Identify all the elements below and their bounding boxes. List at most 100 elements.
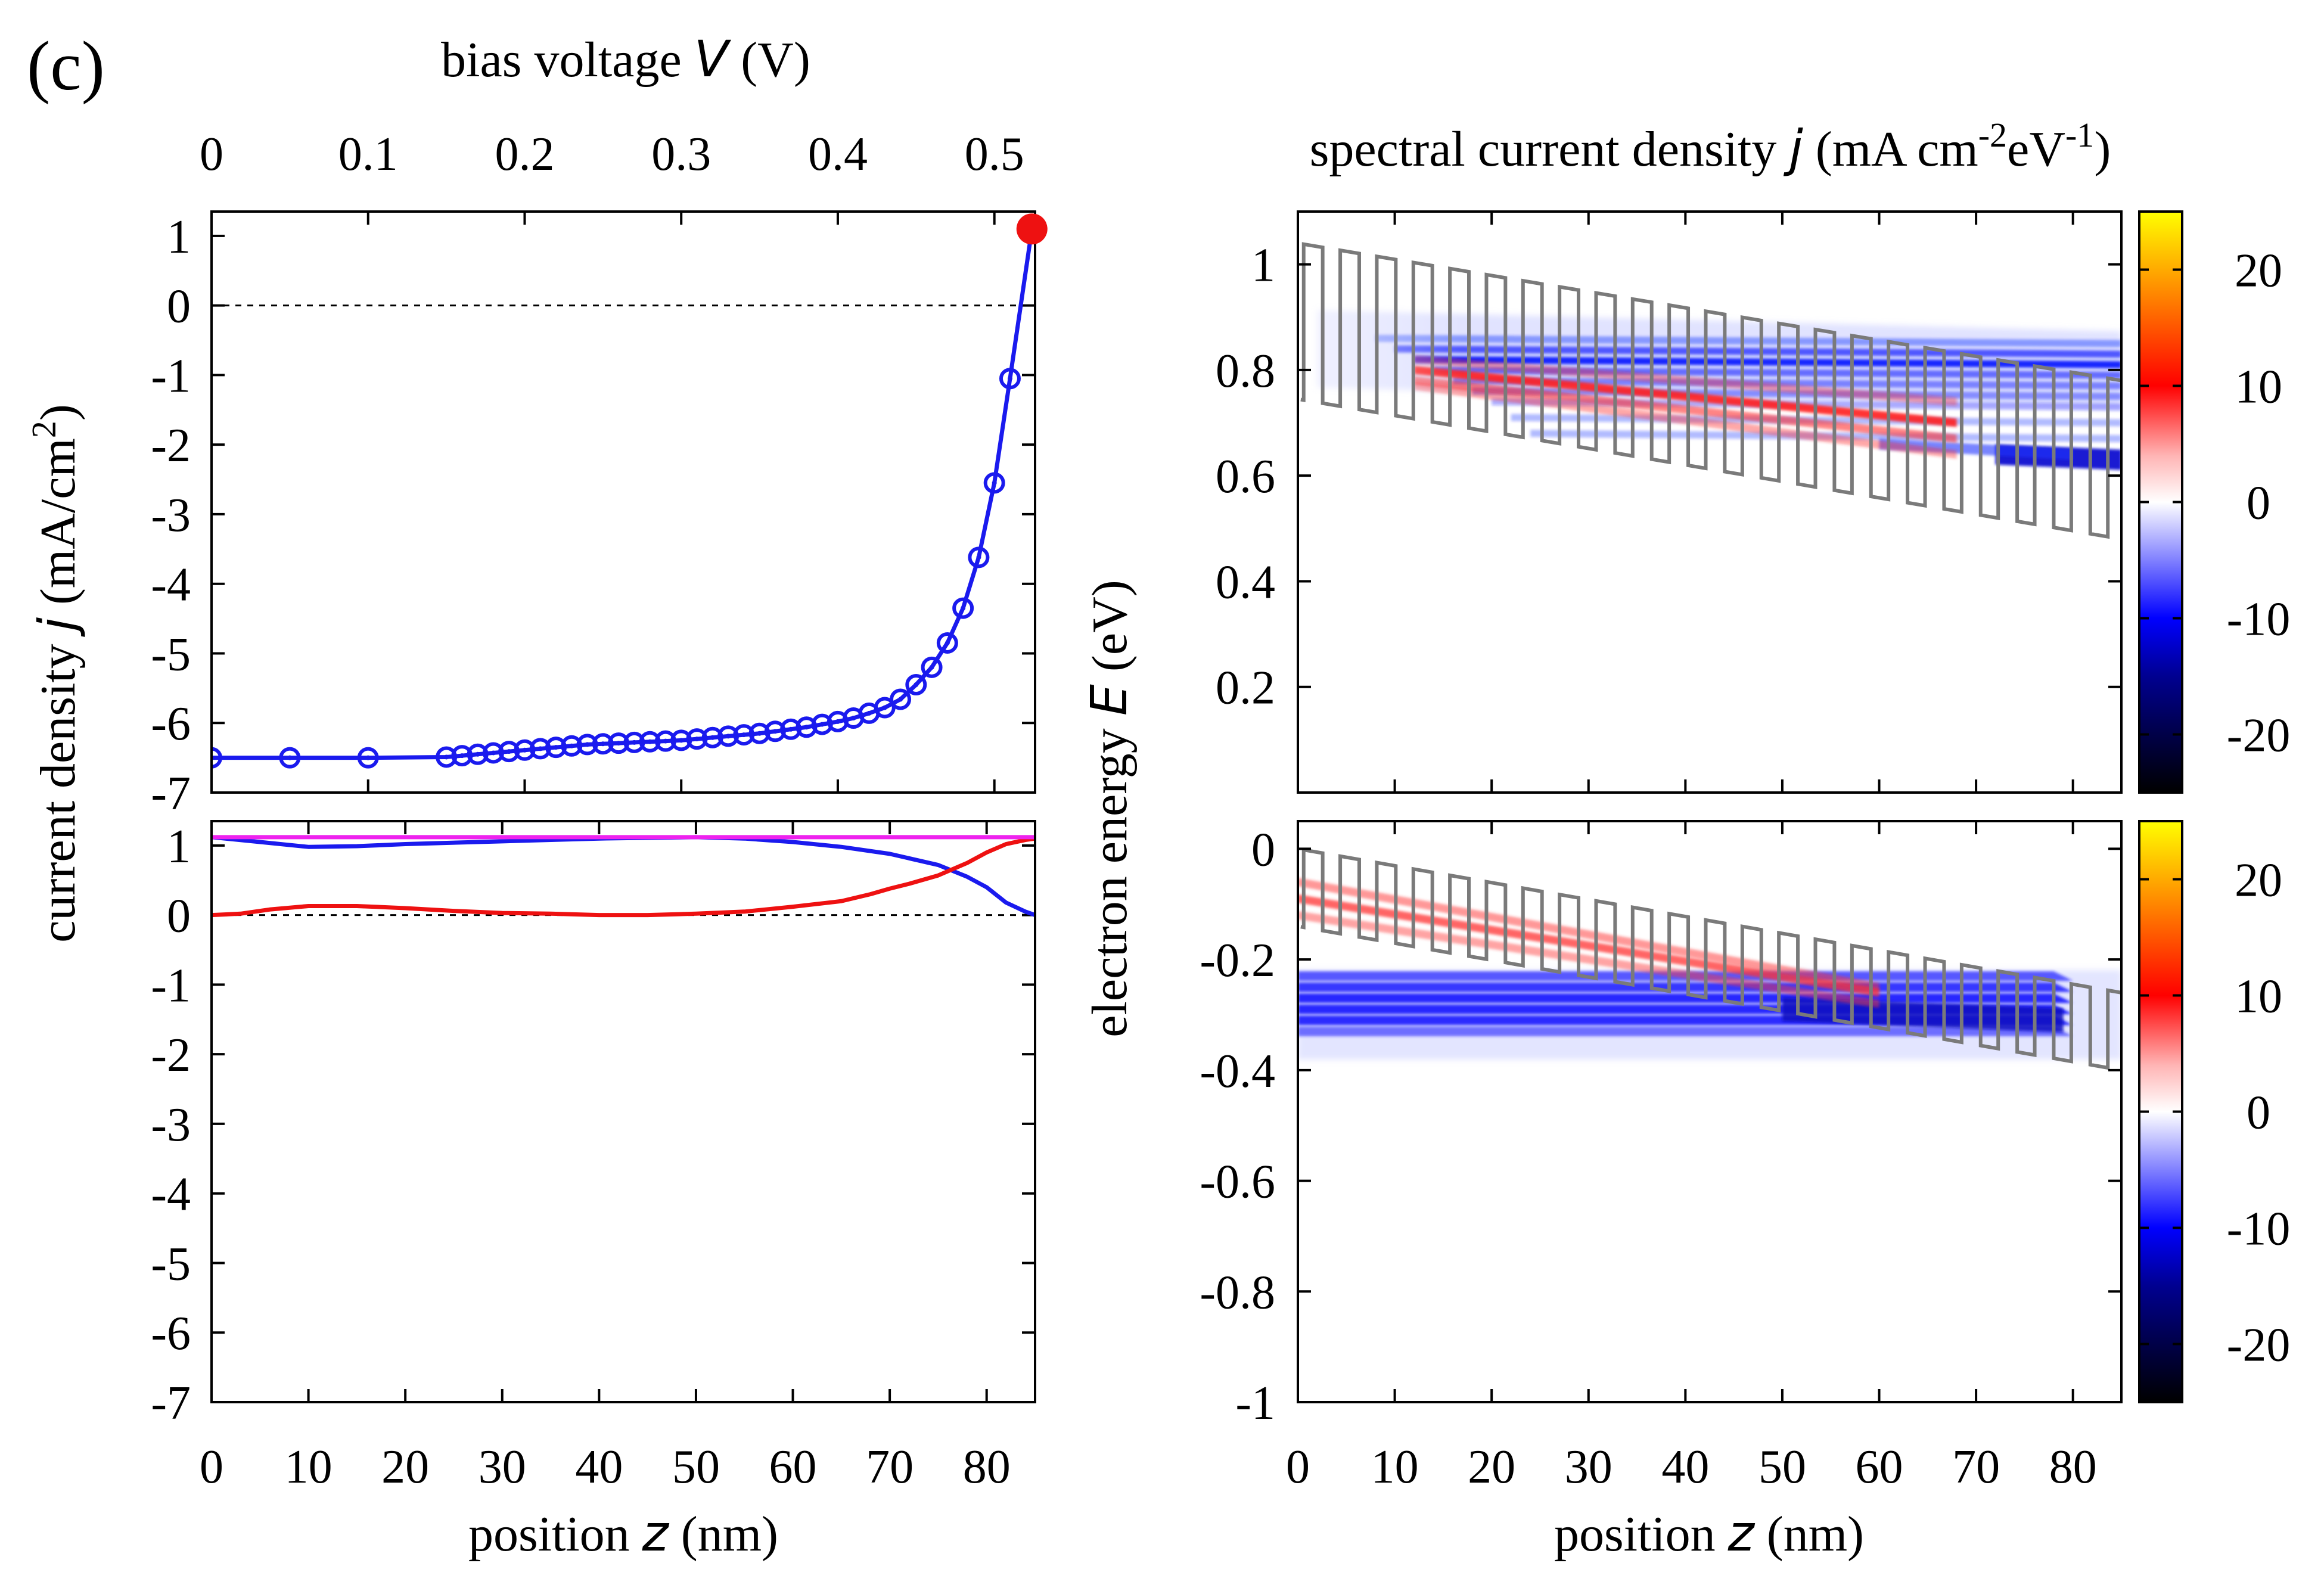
colorbar-top-tick-label: 10 xyxy=(2235,361,2282,414)
iv-data-point-dot xyxy=(788,726,794,732)
cb-y-tick-label: 0.6 xyxy=(1216,450,1275,503)
iv-data-point xyxy=(968,546,990,568)
vb-red-band xyxy=(1298,878,1879,992)
profile-y-tick-label: 1 xyxy=(167,821,191,873)
iv-data-point-dot xyxy=(819,722,825,727)
iv-data-point-dot xyxy=(898,697,903,702)
vb-blue-band xyxy=(1298,993,2073,1003)
iv-data-point xyxy=(999,368,1021,390)
iv-y-tick-label: -6 xyxy=(151,698,191,750)
iv-data-point xyxy=(764,720,786,742)
iv-data-point xyxy=(654,730,676,752)
iv-y-tick-label: 1 xyxy=(167,211,191,263)
iv-data-point-dot xyxy=(490,750,496,756)
iv-plot-frame xyxy=(210,210,1036,794)
profile-x-tick-label: 70 xyxy=(866,1441,914,1493)
iv-data-point-dot xyxy=(710,735,715,740)
colorbar-top-tick-label: -20 xyxy=(2227,710,2291,762)
iv-data-point-dot xyxy=(600,741,605,747)
iv-data-point-dot xyxy=(444,754,449,760)
iv-data-point-dot xyxy=(522,747,527,753)
iv-data-point-dot xyxy=(741,732,747,738)
iv-data-point xyxy=(983,472,1005,494)
iv-data-point-dot xyxy=(961,605,966,611)
iv-y-tick-label: -5 xyxy=(151,628,191,681)
iv-data-point-dot xyxy=(944,640,950,645)
iv-data-point-dot xyxy=(929,664,934,670)
iv-data-point-dot xyxy=(757,731,762,736)
vb-x-tick-label: 30 xyxy=(1565,1441,1612,1493)
iv-top-axis-title: bias voltage V (V) xyxy=(441,30,810,88)
profile-x-tick-label: 20 xyxy=(381,1441,429,1493)
iv-data-point-dot xyxy=(772,729,778,734)
profile-x-tick-label: 80 xyxy=(963,1441,1011,1493)
iv-data-point-dot xyxy=(914,682,919,688)
iv-data-point xyxy=(670,729,692,751)
iv-data-point-dot xyxy=(616,741,622,746)
colorbar-bottom-tick-label: 0 xyxy=(2247,1087,2270,1139)
iv-top-tick-label: 0.1 xyxy=(338,128,398,181)
vb-y-tick-label: -0.8 xyxy=(1200,1266,1275,1319)
iv-y-tick-label: 0 xyxy=(167,281,191,333)
right-y-axis-label: electron energy E (eV) xyxy=(1080,580,1138,1037)
colorbar-bottom-tick-label: 20 xyxy=(2235,855,2282,907)
profile-x-tick-label: 0 xyxy=(200,1441,223,1493)
iv-data-point xyxy=(608,732,630,754)
profile-y-tick-label: -7 xyxy=(151,1377,191,1430)
iv-data-point xyxy=(701,726,723,748)
iv-data-point-dot xyxy=(976,555,981,560)
profile-hole-current-line xyxy=(212,836,1035,918)
iv-data-point-dot xyxy=(663,738,668,744)
iv-operating-point xyxy=(1016,213,1048,245)
iv-data-point-dot xyxy=(459,753,465,759)
iv-data-point xyxy=(279,747,301,769)
vb-y-tick-label: -0.6 xyxy=(1200,1156,1275,1208)
vb-x-tick-label: 40 xyxy=(1661,1441,1709,1493)
iv-data-point-dot xyxy=(554,745,559,750)
iv-data-point-dot xyxy=(992,480,997,486)
vb-x-tick-label: 0 xyxy=(1286,1441,1310,1493)
cb-y-tick-label: 0.2 xyxy=(1216,662,1275,714)
iv-top-tick-label: 0.5 xyxy=(965,128,1024,181)
profile-x-tick-label: 30 xyxy=(479,1441,526,1493)
iv-data-point xyxy=(936,632,958,654)
profile-y-tick-label: -4 xyxy=(151,1169,191,1221)
iv-data-point xyxy=(467,743,489,765)
vb-x-tick-label: 50 xyxy=(1758,1441,1806,1493)
vb-blue-band xyxy=(1298,982,2073,992)
iv-data-point-dot xyxy=(679,738,684,743)
cb-band-edge xyxy=(1300,242,2121,539)
colorbar-bottom-tick-label: 10 xyxy=(2235,971,2282,1023)
vb-x-tick-label: 70 xyxy=(1952,1441,2000,1493)
iv-data-point-dot xyxy=(569,743,574,748)
profile-y-tick-label: 0 xyxy=(167,890,191,943)
iv-top-tick-label: 0 xyxy=(200,128,223,181)
iv-data-point-dot xyxy=(647,739,653,744)
panel-label: (c) xyxy=(27,27,105,105)
cb-y-tick-label: 0.4 xyxy=(1216,556,1275,608)
iv-data-point-dot xyxy=(585,742,590,747)
iv-data-point xyxy=(514,739,536,761)
iv-data-point xyxy=(212,747,222,769)
iv-data-point xyxy=(890,688,912,710)
iv-data-point xyxy=(561,735,583,757)
profile-y-tick-label: -1 xyxy=(151,959,191,1012)
profile-x-tick-label: 40 xyxy=(575,1441,623,1493)
vb-haze xyxy=(1298,970,2121,1060)
iv-data-point-dot xyxy=(475,751,480,757)
iv-data-point xyxy=(905,674,927,696)
iv-data-point xyxy=(748,722,770,744)
profile-y-tick-label: -2 xyxy=(151,1029,191,1082)
vb-plot-frame xyxy=(1297,820,2123,1403)
iv-data-point xyxy=(482,742,504,764)
iv-y-tick-label: -4 xyxy=(151,559,191,611)
iv-data-point xyxy=(545,737,567,759)
iv-data-point xyxy=(451,745,473,767)
right-x-axis-label: position z (nm) xyxy=(1554,1504,1864,1562)
iv-top-tick-label: 0.2 xyxy=(495,128,554,181)
profile-plot-frame xyxy=(210,820,1036,1403)
left-y-axis-label: current density j (mA/cm2) xyxy=(24,404,87,943)
iv-y-tick-label: -3 xyxy=(151,489,191,542)
profile-x-tick-label: 50 xyxy=(672,1441,720,1493)
